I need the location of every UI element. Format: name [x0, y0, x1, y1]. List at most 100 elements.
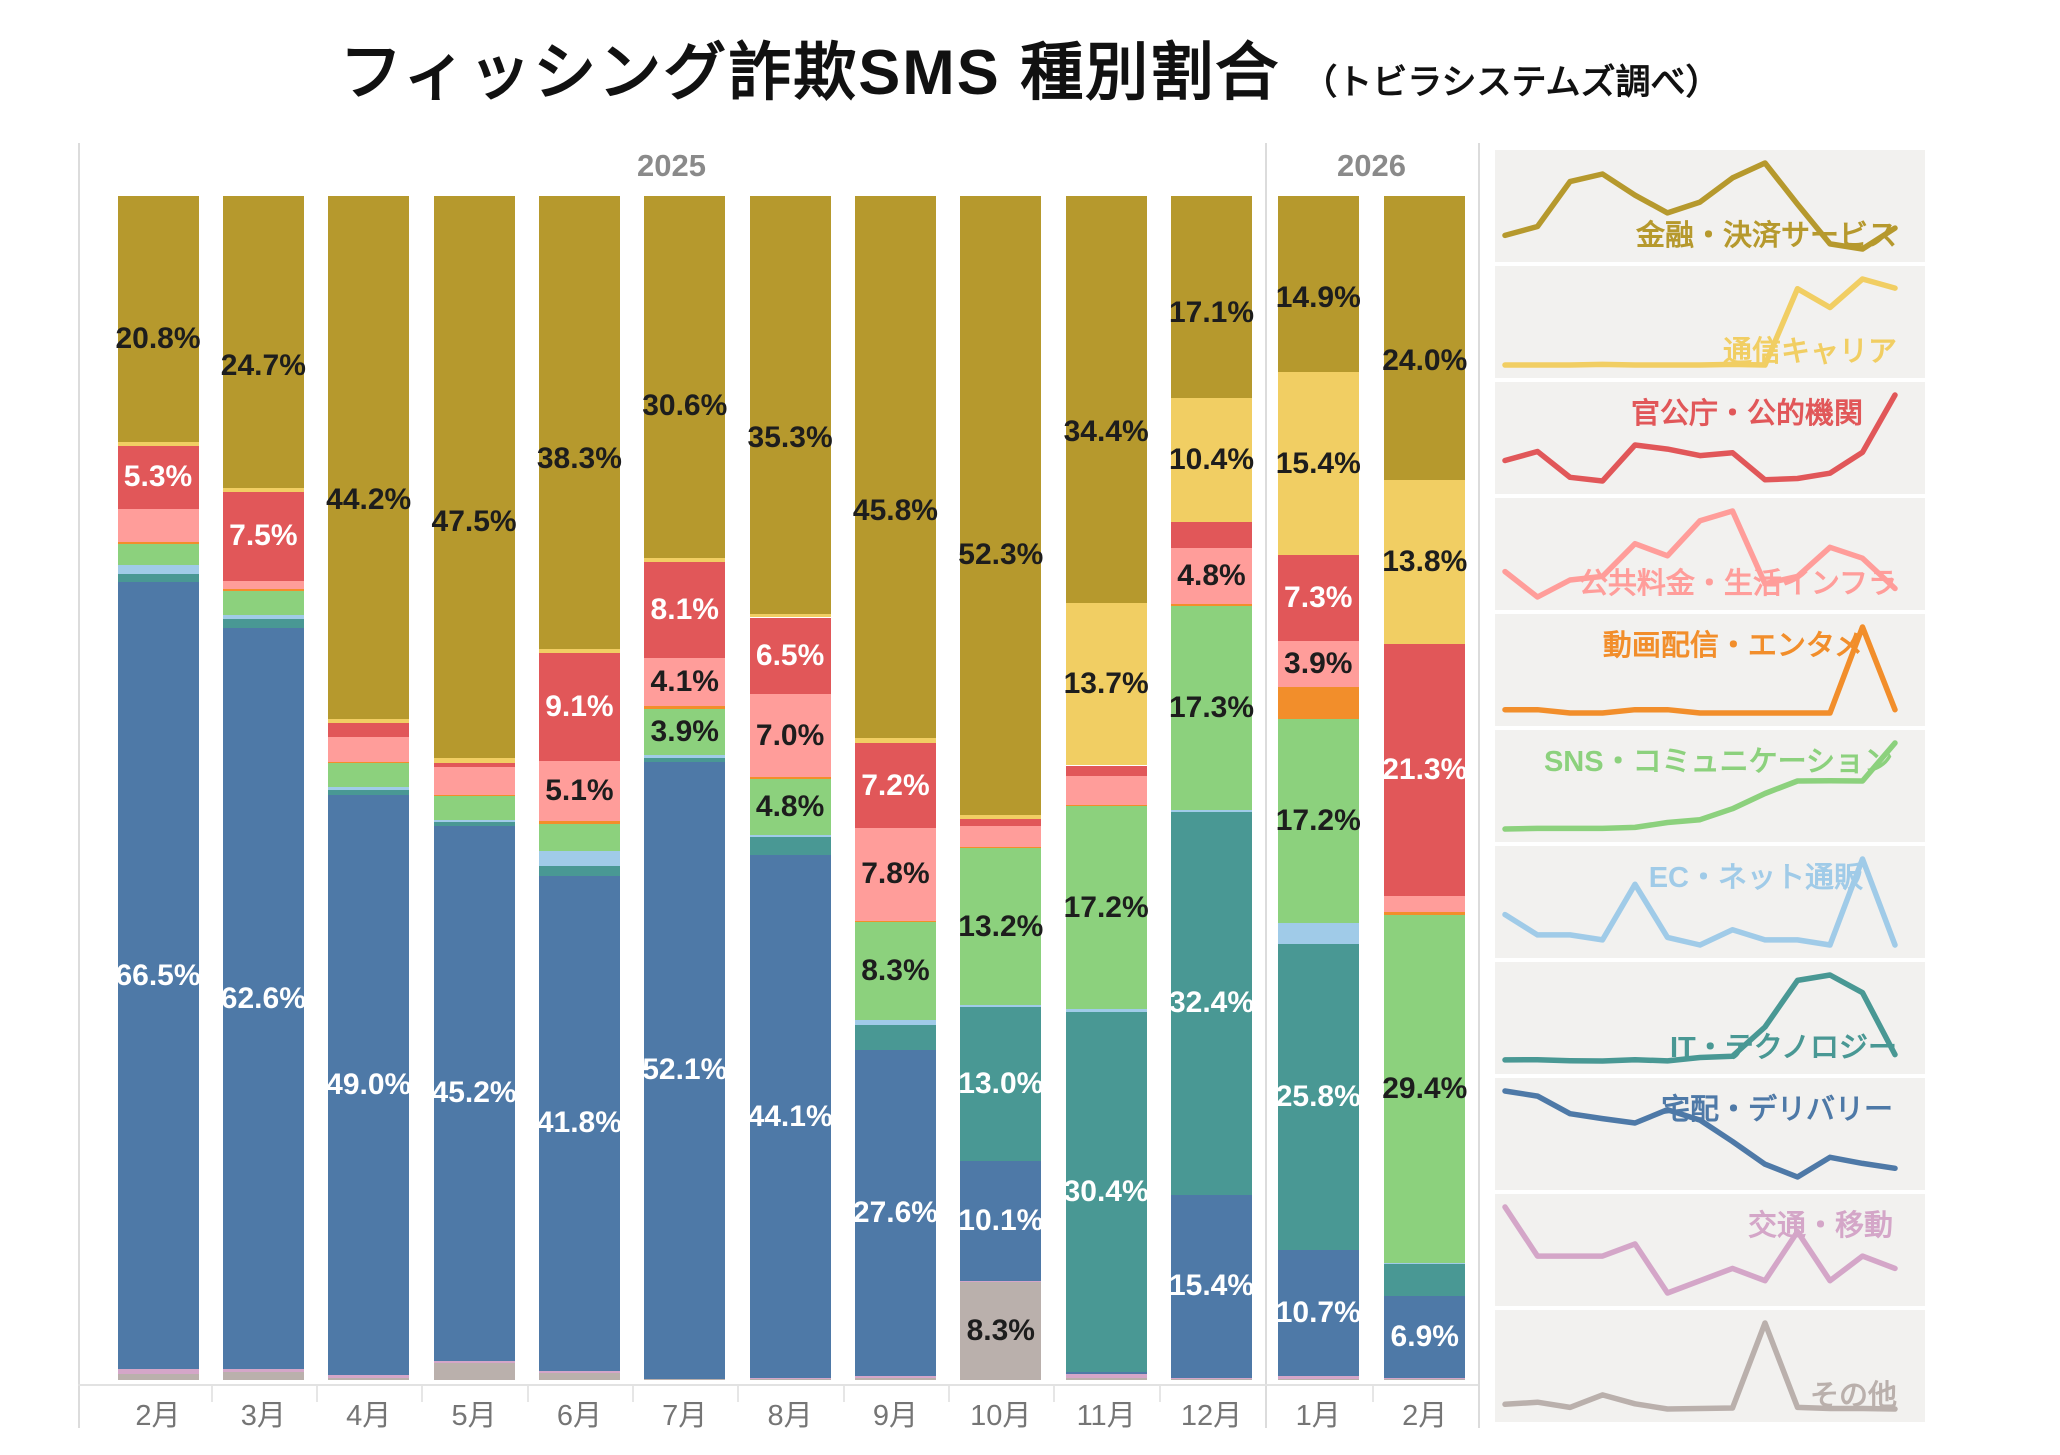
- bar-segment[interactable]: [1065, 1374, 1147, 1378]
- bar-segment[interactable]: [328, 763, 410, 787]
- bar-segment[interactable]: [644, 706, 726, 709]
- bar-segment[interactable]: 38.3%: [537, 196, 622, 650]
- bar-segment[interactable]: 34.4%: [1064, 196, 1149, 604]
- bar-segment[interactable]: [1065, 1371, 1147, 1375]
- bar-segment[interactable]: 52.1%: [642, 761, 727, 1379]
- bar-segment[interactable]: [117, 544, 199, 566]
- bar-segment[interactable]: 8.3%: [960, 1281, 1042, 1380]
- bar-segment[interactable]: [117, 1369, 199, 1375]
- bar-segment[interactable]: 62.6%: [221, 628, 306, 1370]
- bar-segment[interactable]: 41.8%: [537, 875, 622, 1371]
- bar-segment[interactable]: [644, 558, 726, 562]
- bar-segment[interactable]: [433, 766, 515, 796]
- bar-segment[interactable]: 4.1%: [644, 657, 726, 707]
- bar-segment[interactable]: [433, 758, 515, 764]
- bar-segment[interactable]: 17.1%: [1169, 196, 1254, 399]
- bar-segment[interactable]: [222, 580, 304, 590]
- bar-segment[interactable]: [328, 790, 410, 796]
- bar-segment[interactable]: [854, 1376, 936, 1379]
- bar-segment[interactable]: 10.1%: [958, 1160, 1043, 1281]
- bar-segment[interactable]: [854, 738, 936, 743]
- bar-segment[interactable]: [538, 1370, 620, 1374]
- bar-segment[interactable]: [1171, 810, 1252, 812]
- bar-segment[interactable]: [328, 1377, 410, 1380]
- bar-segment[interactable]: 10.7%: [1276, 1249, 1361, 1377]
- bar-segment[interactable]: [538, 821, 620, 824]
- sparkline-row[interactable]: 交通・移動: [1495, 1194, 1925, 1306]
- bar-segment[interactable]: [1171, 1378, 1252, 1380]
- bar-segment[interactable]: [1277, 687, 1359, 720]
- bar-segment[interactable]: 8.3%: [854, 921, 936, 1021]
- bar-segment[interactable]: [1277, 1378, 1359, 1380]
- sparkline-row[interactable]: その他: [1495, 1310, 1925, 1422]
- bar-segment[interactable]: [1065, 804, 1147, 806]
- bar-segment[interactable]: [222, 1369, 304, 1372]
- sparkline-row[interactable]: 官公庁・公的機関: [1495, 382, 1925, 494]
- bar-segment[interactable]: [960, 847, 1042, 849]
- sparkline-row[interactable]: IT・テクノロジー: [1495, 962, 1925, 1074]
- bar-segment[interactable]: [854, 1378, 936, 1380]
- bar-segment[interactable]: 3.9%: [1277, 641, 1359, 688]
- bar-segment[interactable]: 15.4%: [1169, 1195, 1254, 1378]
- bar-segment[interactable]: 44.1%: [748, 855, 833, 1378]
- bar-segment[interactable]: 5.3%: [117, 445, 199, 509]
- bar-segment[interactable]: [960, 1280, 1042, 1282]
- bar-segment[interactable]: 24.0%: [1382, 196, 1467, 481]
- bar-segment[interactable]: 35.3%: [748, 196, 833, 614]
- bar-segment[interactable]: [644, 757, 726, 762]
- bar-segment[interactable]: [749, 836, 831, 856]
- bar-segment[interactable]: 13.2%: [958, 848, 1043, 1005]
- bar-segment[interactable]: [854, 1020, 936, 1025]
- bar-segment[interactable]: 45.2%: [432, 825, 517, 1362]
- sparkline-row[interactable]: 通信キャリア: [1495, 266, 1925, 378]
- bar-segment[interactable]: 17.2%: [1064, 805, 1149, 1010]
- bar-segment[interactable]: [433, 795, 515, 797]
- bar-segment[interactable]: 7.8%: [854, 828, 936, 921]
- bar-segment[interactable]: 3.9%: [644, 708, 726, 755]
- bar-segment[interactable]: [117, 541, 199, 545]
- bar-segment[interactable]: [328, 719, 410, 723]
- bar-segment[interactable]: [433, 822, 515, 826]
- bar-segment[interactable]: [1171, 1377, 1252, 1379]
- bar-segment[interactable]: [1065, 1377, 1147, 1380]
- bar-segment[interactable]: 4.8%: [1171, 547, 1252, 605]
- bar-segment[interactable]: [538, 1373, 620, 1380]
- bar-segment[interactable]: [1065, 776, 1147, 805]
- bar-segment[interactable]: [749, 1377, 831, 1379]
- sparkline-row[interactable]: 金融・決済サービス: [1495, 150, 1925, 262]
- bar-segment[interactable]: 45.8%: [853, 196, 938, 739]
- bar-segment[interactable]: 49.0%: [326, 795, 411, 1376]
- sparkline-row[interactable]: SNS・コミュニケーション: [1495, 730, 1925, 842]
- bar-segment[interactable]: [1384, 1263, 1466, 1296]
- bar-segment[interactable]: [1277, 1376, 1359, 1379]
- bar-segment[interactable]: [117, 508, 199, 542]
- bar-segment[interactable]: [1384, 912, 1466, 915]
- sparkline-row[interactable]: EC・ネット通販: [1495, 846, 1925, 958]
- bar-segment[interactable]: [433, 763, 515, 767]
- bar-segment[interactable]: [222, 591, 304, 616]
- bar-segment[interactable]: 15.4%: [1276, 372, 1361, 555]
- bar-segment[interactable]: 27.6%: [853, 1049, 938, 1377]
- bar-segment[interactable]: 7.2%: [854, 743, 936, 829]
- bar-segment[interactable]: [1384, 895, 1466, 913]
- bar-segment[interactable]: 30.6%: [642, 196, 727, 559]
- bar-segment[interactable]: 14.9%: [1276, 196, 1361, 373]
- bar-segment[interactable]: 7.0%: [749, 694, 831, 778]
- bar-segment[interactable]: 17.2%: [1276, 719, 1361, 923]
- bar-segment[interactable]: 13.7%: [1064, 603, 1149, 766]
- bar-segment[interactable]: [1065, 1009, 1147, 1012]
- bar-segment[interactable]: [644, 1379, 726, 1380]
- bar-segment[interactable]: [960, 818, 1042, 826]
- bar-segment[interactable]: 4.8%: [749, 778, 831, 836]
- bar-segment[interactable]: 6.5%: [749, 617, 831, 695]
- bar-segment[interactable]: [538, 866, 620, 876]
- bar-segment[interactable]: [433, 819, 515, 823]
- bar-segment[interactable]: [222, 618, 304, 629]
- bar-segment[interactable]: 9.1%: [538, 653, 620, 761]
- bar-segment[interactable]: [749, 777, 831, 779]
- bar-segment[interactable]: [117, 565, 199, 574]
- bar-segment[interactable]: [117, 442, 199, 446]
- bar-segment[interactable]: 6.9%: [1384, 1295, 1466, 1378]
- bar-segment[interactable]: [538, 649, 620, 654]
- bar-segment[interactable]: 10.4%: [1169, 398, 1254, 522]
